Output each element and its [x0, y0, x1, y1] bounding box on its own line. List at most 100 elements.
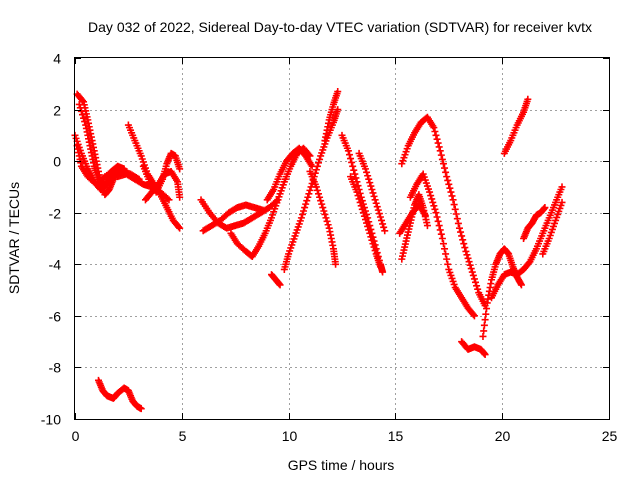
data-point [443, 255, 451, 263]
data-point [439, 160, 447, 168]
series-arc-04 [73, 142, 120, 188]
data-point [77, 107, 85, 115]
data-point [462, 247, 470, 255]
data-point [433, 135, 441, 143]
data-point [439, 240, 447, 248]
data-point [455, 224, 463, 232]
data-point [423, 222, 431, 230]
data-point [379, 220, 387, 228]
data-point [364, 222, 372, 230]
data-point [461, 244, 469, 252]
data-point [78, 111, 86, 119]
data-markers [71, 88, 566, 413]
data-point [354, 192, 362, 200]
data-point [350, 166, 358, 174]
data-point [442, 168, 450, 176]
data-point [75, 100, 83, 108]
data-point [448, 192, 456, 200]
data-point [353, 188, 361, 196]
data-point [355, 195, 363, 203]
x-axis-label: GPS time / hours [288, 457, 395, 473]
y-tick-label: -6 [49, 309, 62, 325]
data-point [364, 172, 372, 180]
series-arc-13 [268, 271, 284, 289]
y-tick-label: -4 [49, 257, 62, 273]
data-point [318, 200, 326, 208]
x-tick-label: 15 [388, 428, 404, 444]
data-point [323, 217, 331, 225]
data-point [313, 162, 321, 170]
data-point [78, 97, 86, 105]
data-point [464, 254, 472, 262]
data-point [444, 176, 452, 184]
data-point [460, 240, 468, 248]
data-point [312, 183, 320, 191]
data-point [426, 188, 434, 196]
data-point [369, 189, 377, 197]
data-point [442, 250, 450, 258]
data-point [437, 230, 445, 238]
data-point [316, 193, 324, 201]
data-point [421, 211, 429, 219]
data-point [437, 151, 445, 159]
data-point [322, 214, 330, 222]
y-tick-label: 4 [53, 51, 61, 67]
series-arc-23 [406, 170, 478, 320]
data-point [434, 139, 442, 147]
data-point [430, 202, 438, 210]
series-arc-24 [396, 201, 429, 237]
x-tick-label: 0 [72, 428, 80, 444]
data-point [371, 196, 379, 204]
data-point [361, 165, 369, 173]
grid-lines [75, 58, 609, 419]
series-arc-17 [306, 167, 340, 268]
data-point [316, 155, 324, 163]
data-point [368, 186, 376, 194]
data-point [165, 196, 173, 204]
data-point [176, 193, 184, 201]
data-point [175, 223, 183, 231]
y-tick-label: -2 [49, 206, 62, 222]
data-point [473, 282, 481, 290]
data-point [276, 281, 284, 289]
data-point [370, 243, 378, 251]
data-point [558, 198, 566, 206]
data-point [375, 210, 383, 218]
series-arc-08 [141, 167, 184, 204]
data-point [459, 236, 467, 244]
data-point [301, 204, 309, 212]
data-point [80, 114, 88, 122]
data-point [112, 165, 120, 173]
data-point [81, 118, 89, 126]
data-point [319, 204, 327, 212]
data-point [427, 192, 435, 200]
data-point [315, 159, 323, 167]
data-point [558, 183, 566, 191]
data-point [356, 198, 364, 206]
data-point [344, 147, 352, 155]
data-point [368, 236, 376, 244]
series-arc-19 [347, 173, 384, 271]
data-point [380, 223, 388, 231]
data-point [431, 205, 439, 213]
x-tick-label: 5 [179, 428, 187, 444]
data-point [366, 179, 374, 187]
data-point [457, 228, 465, 236]
series-arc-28 [500, 95, 532, 157]
data-point [176, 224, 184, 232]
series-arc-29 [520, 204, 549, 242]
data-point [334, 88, 342, 96]
data-point [164, 195, 172, 203]
data-point [360, 212, 368, 220]
data-point [363, 168, 371, 176]
data-point [428, 195, 436, 203]
data-point [304, 193, 312, 201]
data-point [365, 226, 373, 234]
data-point [381, 227, 389, 235]
data-point [432, 131, 440, 139]
data-point [324, 221, 332, 229]
data-point [349, 162, 357, 170]
data-point [302, 200, 310, 208]
data-point [451, 205, 459, 213]
data-point [315, 190, 323, 198]
